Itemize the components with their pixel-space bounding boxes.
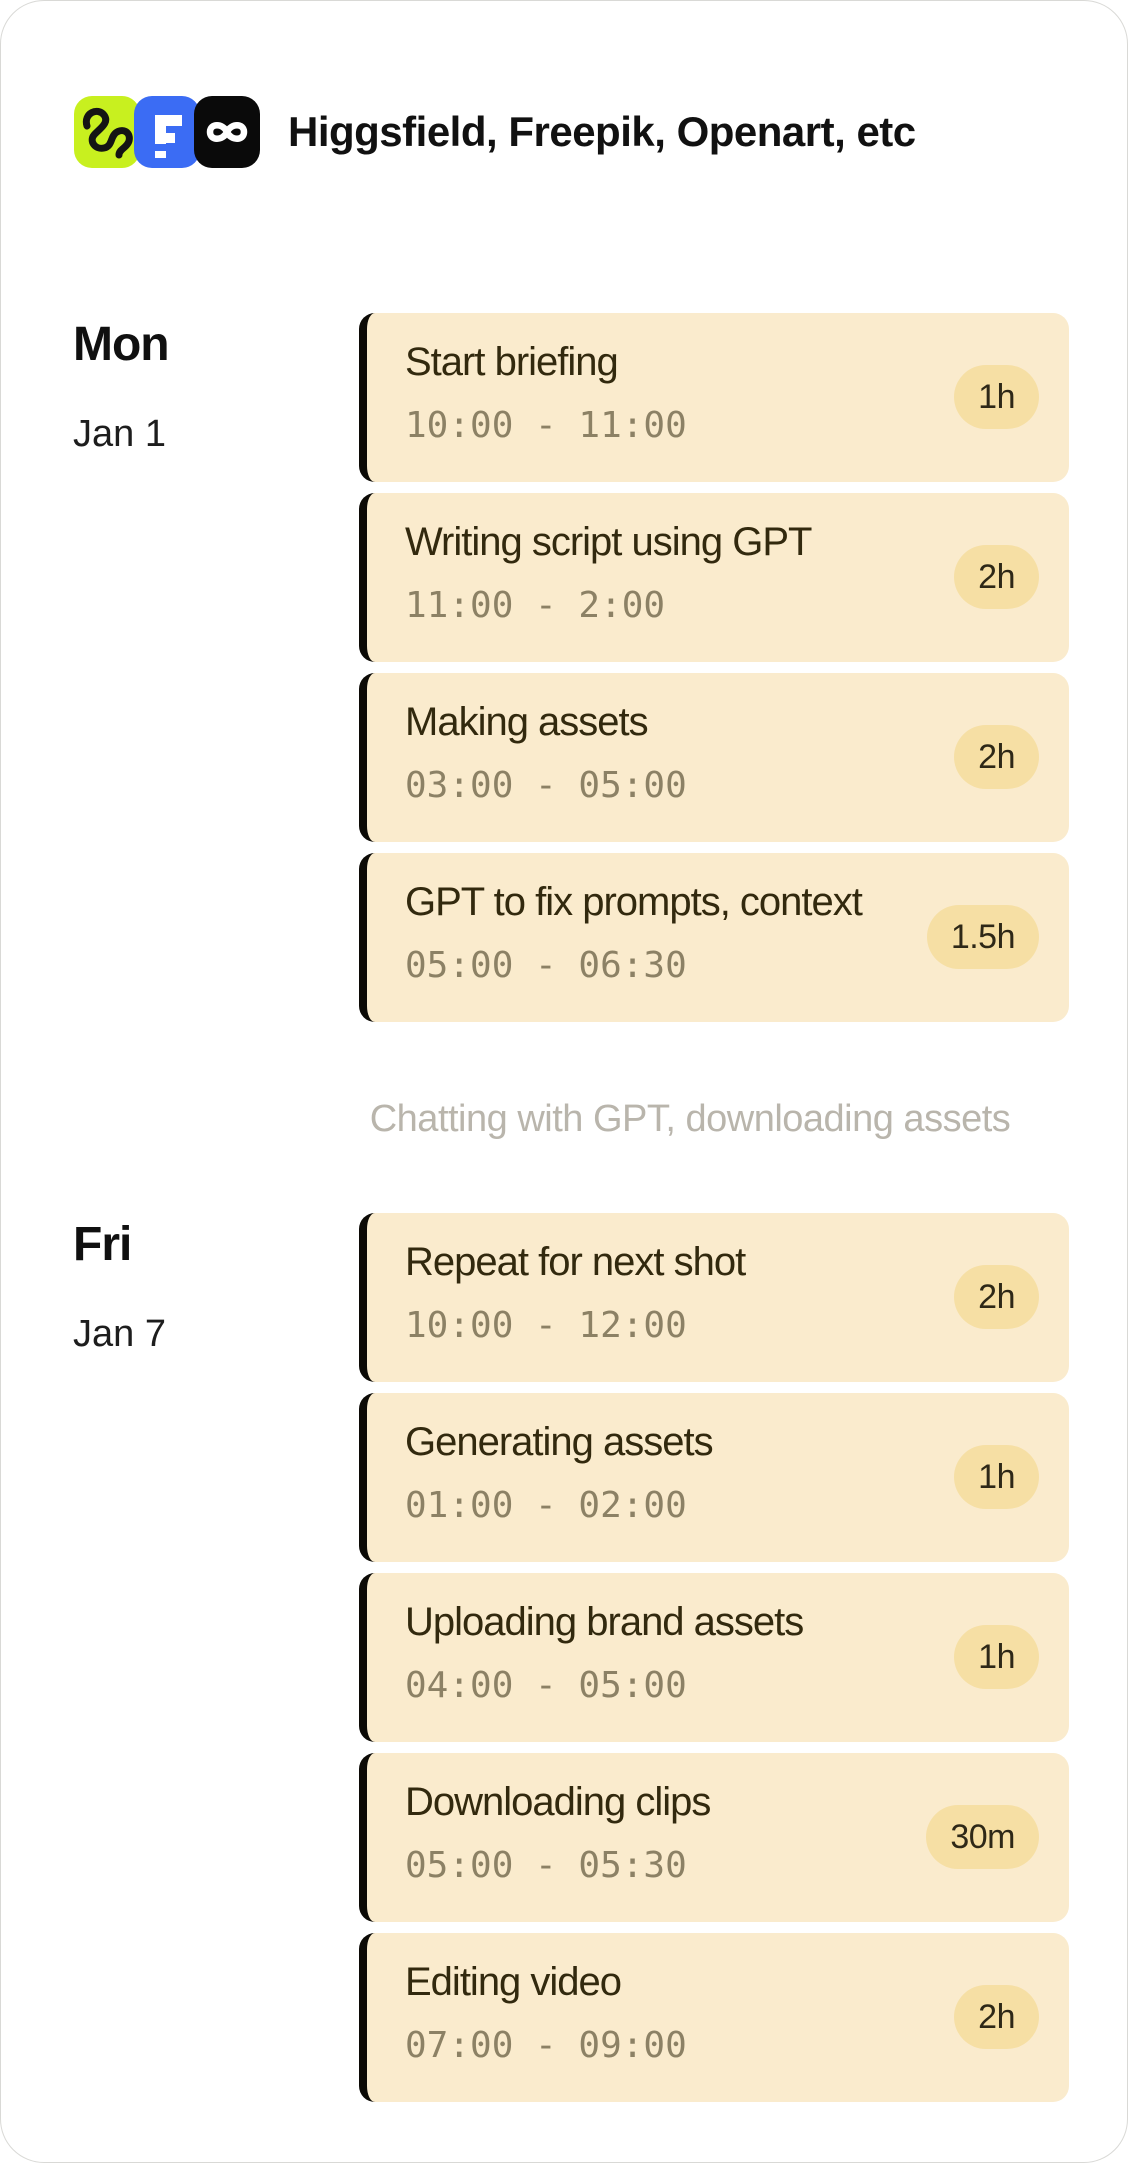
event-title: Generating assets <box>405 1420 714 1464</box>
event-card-list: Repeat for next shot 10:00 - 12:00 2h Ge… <box>359 1213 1069 2102</box>
day-date: Jan 7 <box>73 1312 166 1355</box>
event-card[interactable]: Generating assets 01:00 - 02:00 1h <box>359 1393 1069 1562</box>
event-time: 01:00 - 02:00 <box>405 1485 687 1526</box>
day-label: Fri Jan 7 <box>73 1218 166 1356</box>
event-title: Writing script using GPT <box>405 520 812 564</box>
event-title: Downloading clips <box>405 1780 711 1824</box>
event-duration-badge: 1h <box>954 1445 1039 1509</box>
event-duration-badge: 1.5h <box>926 905 1039 969</box>
day-name: Mon <box>73 318 170 371</box>
event-duration-badge: 2h <box>954 1265 1039 1329</box>
header: Higgsfield, Freepik, Openart, etc <box>74 96 1087 168</box>
day-label: Mon Jan 1 <box>73 318 170 456</box>
event-title: Making assets <box>405 700 649 744</box>
event-card[interactable]: Uploading brand assets 04:00 - 05:00 1h <box>359 1573 1069 1742</box>
event-duration-badge: 1h <box>954 365 1039 429</box>
event-duration-badge: 2h <box>954 725 1039 789</box>
event-time: 11:00 - 2:00 <box>405 585 666 626</box>
day-date: Jan 1 <box>73 412 166 455</box>
event-title: Uploading brand assets <box>405 1600 804 1644</box>
event-time: 10:00 - 11:00 <box>405 405 687 446</box>
squiggle-glyph <box>82 108 133 159</box>
event-time: 04:00 - 05:00 <box>405 1665 687 1706</box>
event-duration-badge: 2h <box>954 545 1039 609</box>
event-card[interactable]: Downloading clips 05:00 - 05:30 30m <box>359 1753 1069 1922</box>
event-title: Editing video <box>405 1960 622 2004</box>
event-card[interactable]: Start briefing 10:00 - 11:00 1h <box>359 313 1069 482</box>
infinity-glyph <box>206 122 248 142</box>
event-card[interactable]: Editing video 07:00 - 09:00 2h <box>359 1933 1069 2102</box>
event-title: Start briefing <box>405 340 619 384</box>
event-title: Repeat for next shot <box>405 1240 746 1284</box>
openart-icon <box>194 96 260 168</box>
event-card[interactable]: Repeat for next shot 10:00 - 12:00 2h <box>359 1213 1069 1382</box>
event-time: 10:00 - 12:00 <box>405 1305 687 1346</box>
letter-f-glyph <box>155 115 182 158</box>
event-duration-badge: 1h <box>954 1625 1039 1689</box>
event-card[interactable]: Writing script using GPT 11:00 - 2:00 2h <box>359 493 1069 662</box>
event-time: 07:00 - 09:00 <box>405 2025 687 2066</box>
interlude-note: Chatting with GPT, downloading assets <box>369 1098 1011 1140</box>
page-title: Higgsfield, Freepik, Openart, etc <box>288 108 916 155</box>
event-title: GPT to fix prompts, context <box>405 880 863 924</box>
event-card-list: Start briefing 10:00 - 11:00 1h Writing … <box>359 313 1069 1022</box>
freepik-icon <box>134 96 200 168</box>
event-duration-badge: 2h <box>954 1985 1039 2049</box>
event-time: 03:00 - 05:00 <box>405 765 687 806</box>
event-time: 05:00 - 06:30 <box>405 945 687 986</box>
app-icons <box>74 96 260 168</box>
event-time: 05:00 - 05:30 <box>405 1845 687 1886</box>
day-name: Fri <box>73 1218 132 1271</box>
day-section-mon: Mon Jan 1 Start briefing 10:00 - 11:00 1… <box>1 313 1127 1022</box>
event-card[interactable]: Making assets 03:00 - 05:00 2h <box>359 673 1069 842</box>
higgsfield-icon <box>74 96 140 168</box>
event-card[interactable]: GPT to fix prompts, context 05:00 - 06:3… <box>359 853 1069 1022</box>
day-section-fri: Fri Jan 7 Repeat for next shot 10:00 - 1… <box>1 1213 1127 2102</box>
event-duration-badge: 30m <box>926 1805 1039 1869</box>
